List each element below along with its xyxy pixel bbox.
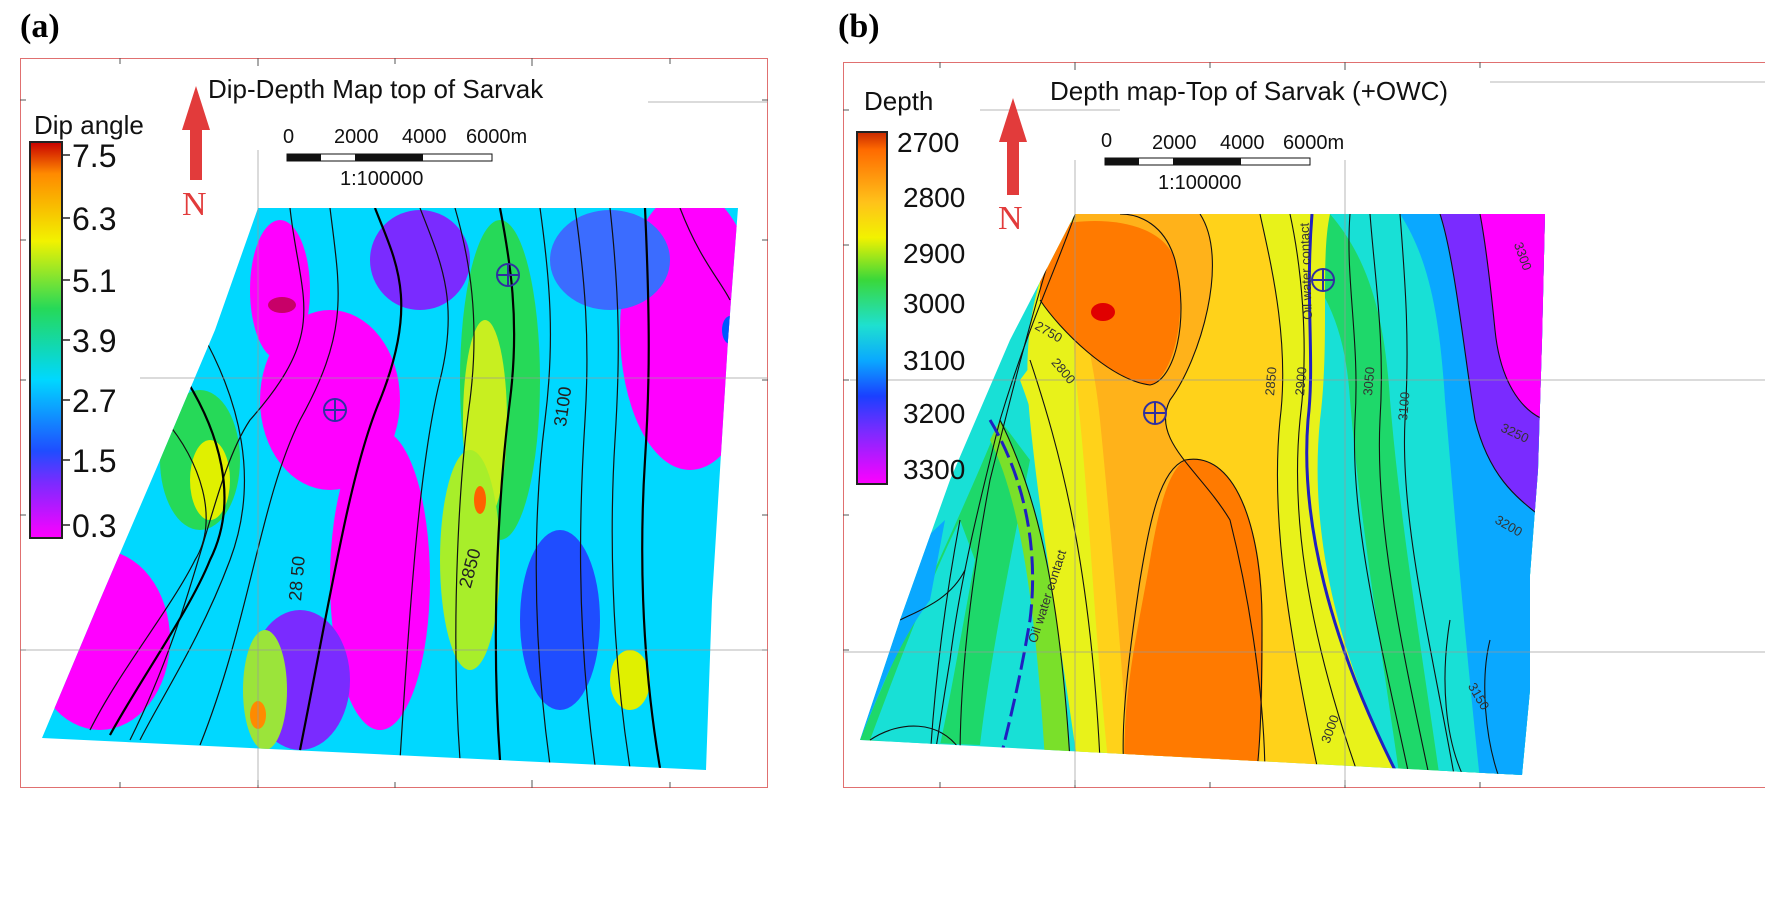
panel-a-north-arrow-icon <box>182 86 210 180</box>
panel-a-scale-tick: 0 <box>283 126 295 148</box>
panel-b-contour-label: 2900 <box>1292 366 1310 397</box>
panel-b-legend-tick: 3200 <box>903 398 966 429</box>
panel-a-legend-tick: 5.1 <box>72 263 117 299</box>
panel-b-scale-tick: 6000m <box>1283 132 1345 154</box>
panel-b-legend-title: Depth <box>864 86 934 116</box>
panel-b-scale-tick: 2000 <box>1152 132 1197 154</box>
panel-b-scale-ratio: 1:100000 <box>1158 172 1242 194</box>
panel-a-scale-tick: 2000 <box>334 126 379 148</box>
panel-b-legend-tick: 2900 <box>903 238 966 269</box>
panel-b-contour-label: 2850 <box>1262 366 1280 397</box>
panel-b-frame <box>843 62 1765 788</box>
panel-a-legend-title: Dip angle <box>34 110 144 140</box>
panel-b-letter: (b) <box>838 8 880 45</box>
panel-b-title: Depth map-Top of Sarvak (+OWC) <box>1050 76 1449 106</box>
panel-b-legend-tick: 3300 <box>903 454 966 485</box>
panel-b-legend-tick: 2800 <box>903 182 966 213</box>
panel-b-well-marker-1 <box>1311 268 1335 292</box>
panel-b-legend-bar <box>856 131 888 485</box>
panel-b-contours <box>869 214 1545 775</box>
panel-b-scale-tick: 0 <box>1101 130 1113 152</box>
panel-a-frame <box>20 58 768 788</box>
panel-b-legend-tick: 2700 <box>897 127 960 158</box>
panel-a-scale-ratio: 1:100000 <box>340 168 424 190</box>
panel-b-contour-label: 3100 <box>1395 391 1413 422</box>
panel-b-scale-bar <box>1104 157 1311 166</box>
panel-a-title: Dip-Depth Map top of Sarvak <box>208 74 544 104</box>
panel-b-north-arrow-icon <box>999 98 1027 195</box>
panel-b-north-label: N <box>998 200 1023 237</box>
panel-a-legend-tick: 2.7 <box>72 383 117 419</box>
panel-a-scale-bar <box>286 153 493 162</box>
panel-a-legend-tick: 7.5 <box>72 138 117 174</box>
panel-a-grid <box>20 101 768 785</box>
panel-a-scale-tick: 4000 <box>402 126 447 148</box>
panel-b-well-marker-2 <box>1143 401 1167 425</box>
panel-b-scale-tick: 4000 <box>1220 132 1265 154</box>
panel-b-legend-tick: 3100 <box>903 345 966 376</box>
panel-a-well-marker-1 <box>496 263 520 287</box>
panel-a-legend-tick: 0.3 <box>72 508 117 544</box>
panel-b-legend-tick: 3000 <box>903 288 966 319</box>
panel-a-well-marker-2 <box>323 398 347 422</box>
panel-a-letter: (a) <box>20 8 60 45</box>
panel-a-scale-tick: 6000m <box>466 126 528 148</box>
panel-a-legend-tick: 6.3 <box>72 201 117 237</box>
panel-a-legend-tick: 3.9 <box>72 323 117 359</box>
panel-b-contour-label: 3050 <box>1360 366 1378 397</box>
panel-b-owc-lines <box>988 214 1397 771</box>
panel-a-north-label: N <box>182 186 207 223</box>
panel-a-legend-tick: 1.5 <box>72 443 117 479</box>
panel-a-legend-ticks <box>62 154 70 526</box>
